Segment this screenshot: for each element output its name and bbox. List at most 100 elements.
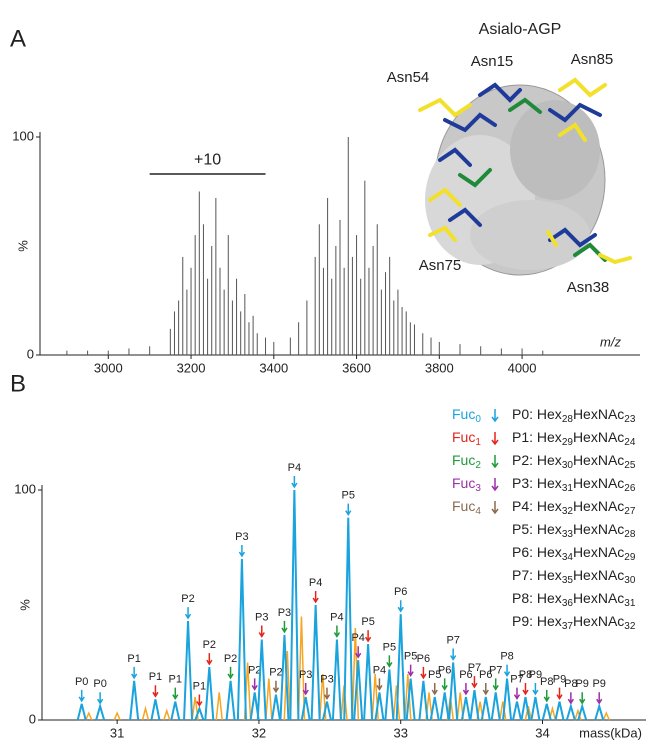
peak-label: P8 xyxy=(519,669,532,681)
peak xyxy=(331,639,342,721)
composition-subscript: 30 xyxy=(562,460,574,471)
composition-part: P5: Hex xyxy=(512,521,562,537)
peak xyxy=(554,701,565,721)
composition-subscript: 25 xyxy=(624,460,636,471)
composition: P1: Hex29HexNAc24 xyxy=(512,429,636,448)
peak-arrow xyxy=(131,666,138,680)
site-label: Asn85 xyxy=(571,51,614,68)
peak-arrow xyxy=(522,683,529,696)
peak xyxy=(170,701,181,721)
peak xyxy=(129,680,140,721)
peak-label: P3 xyxy=(255,611,268,623)
peak xyxy=(480,696,491,721)
composition-part: HexNAc xyxy=(573,429,624,445)
peak xyxy=(236,558,247,721)
composition-part: HexNAc xyxy=(573,567,624,583)
peak xyxy=(150,699,161,721)
composition: P0: Hex28HexNAc23 xyxy=(512,406,636,425)
minor-peak xyxy=(297,616,306,721)
legend-subscript: 4 xyxy=(475,506,481,517)
peak xyxy=(520,696,531,721)
peak-label: P6 xyxy=(417,653,430,665)
composition-part: P8: Hex xyxy=(512,590,562,606)
y-axis-label: % xyxy=(15,240,30,252)
composition-part: HexNAc xyxy=(573,590,624,606)
legend-label: Fuc0 xyxy=(452,406,481,425)
peak xyxy=(469,689,480,721)
peak-arrow xyxy=(532,683,539,696)
peak-arrow xyxy=(345,503,352,517)
legend-subscript: 2 xyxy=(475,460,481,471)
peak-label: P2 xyxy=(181,593,194,605)
peak-arrow xyxy=(206,653,213,666)
composition-part: P9: Hex xyxy=(512,613,562,629)
peak-arrow xyxy=(323,687,331,701)
composition-subscript: 27 xyxy=(624,506,636,517)
peak-label: P8 xyxy=(500,651,513,663)
legend-arrow xyxy=(491,501,499,515)
peak-label: P7 xyxy=(489,664,502,676)
composition-subscript: 32 xyxy=(562,506,574,517)
composition: P2: Hex30HexNAc25 xyxy=(512,452,636,471)
legend-text: Fuc xyxy=(452,498,475,514)
charge-label: +10 xyxy=(194,151,221,168)
composition-subscript: 35 xyxy=(562,575,574,586)
peak-arrow xyxy=(333,625,341,638)
peak xyxy=(95,702,106,721)
peak xyxy=(460,696,471,721)
site-label: Asn15 xyxy=(471,53,514,70)
composition-part: P2: Hex xyxy=(512,452,562,468)
peak-arrow xyxy=(312,591,319,604)
minor-peak xyxy=(524,706,533,721)
peak-label: P7 xyxy=(468,662,481,674)
protein-structure xyxy=(418,77,632,276)
y-tick-label: 100 xyxy=(14,481,36,496)
composition-part: HexNAc xyxy=(573,521,624,537)
peak xyxy=(279,634,290,721)
peak-arrow xyxy=(543,689,550,703)
peak-label: P0 xyxy=(93,678,106,690)
minor-peak xyxy=(163,708,171,721)
peak-label: P1 xyxy=(127,653,140,665)
site-label: Asn54 xyxy=(387,69,430,86)
composition-part: HexNAc xyxy=(573,498,624,514)
composition-subscript: 31 xyxy=(624,598,636,609)
x-tick-label: 31 xyxy=(110,725,124,740)
minor-peak xyxy=(113,711,121,721)
minor-peak xyxy=(404,673,412,721)
peak-arrow xyxy=(492,678,499,691)
composition-part: HexNAc xyxy=(573,406,624,422)
composition-subscript: 29 xyxy=(624,552,636,563)
peak-arrow xyxy=(355,646,362,659)
peak xyxy=(343,517,354,721)
composition-part: P7: Hex xyxy=(512,567,562,583)
peak xyxy=(300,696,311,721)
x-tick-label: 3000 xyxy=(94,360,123,375)
peak-arrow xyxy=(386,655,393,668)
peak-arrow xyxy=(196,694,203,707)
peak-arrow xyxy=(503,664,511,678)
composition: P4: Hex32HexNAc27 xyxy=(512,498,636,517)
peak xyxy=(225,680,236,721)
composition-subscript: 31 xyxy=(562,483,574,494)
peak-label: P9 xyxy=(553,674,566,686)
peak-label: P9 xyxy=(529,669,542,681)
composition: P7: Hex35HexNAc30 xyxy=(512,567,636,586)
composition-subscript: 24 xyxy=(624,437,636,448)
x-tick-label: 32 xyxy=(252,725,266,740)
peak xyxy=(439,692,450,721)
peak xyxy=(418,680,429,721)
peak-arrow xyxy=(376,678,383,691)
composition: P9: Hex37HexNAc32 xyxy=(512,613,636,632)
x-tick-label: 3800 xyxy=(425,360,454,375)
peak-arrow xyxy=(272,680,280,694)
peak-label: P2 xyxy=(248,664,261,676)
legend-text: Fuc xyxy=(452,406,475,422)
peak xyxy=(194,705,205,721)
peak-label: P9 xyxy=(592,678,605,690)
y-tick-label: 100 xyxy=(12,128,34,143)
peak xyxy=(565,702,576,721)
peak-label: P4 xyxy=(309,577,322,589)
composition-part: P3: Hex xyxy=(512,475,562,491)
